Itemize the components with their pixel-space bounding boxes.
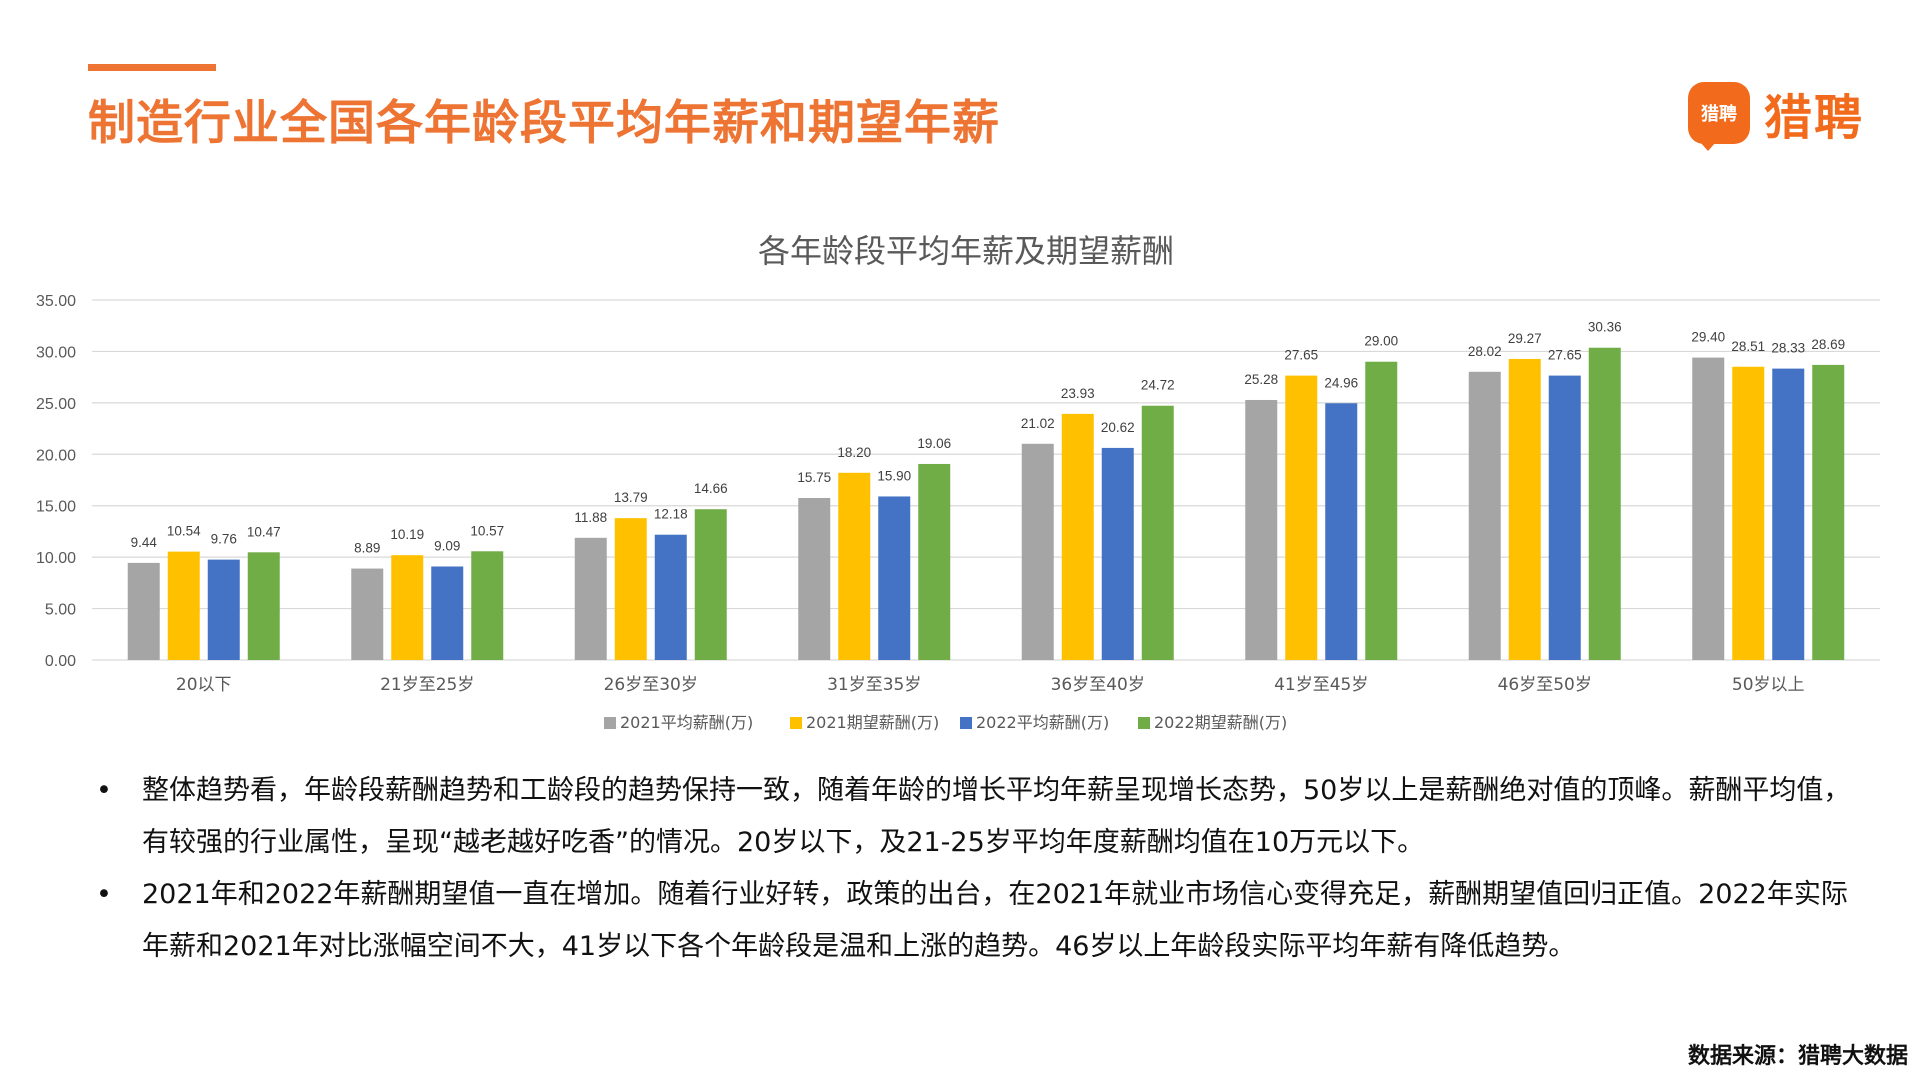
data-label: 18.20: [837, 445, 871, 460]
y-tick-label: 10.00: [36, 550, 76, 567]
bar: [167, 551, 200, 660]
liepin-logo: 猎聘 猎聘: [1688, 78, 1865, 151]
bar: [1812, 364, 1845, 660]
bar: [878, 496, 911, 660]
legend-label: 2021期望薪酬(万): [806, 713, 939, 732]
bar: [1245, 399, 1278, 660]
bar: [127, 562, 160, 660]
data-label: 23.93: [1061, 386, 1095, 401]
bullet-item: 整体趋势看，年龄段薪酬趋势和工龄段的趋势保持一致，随着年龄的增长平均年薪呈现增长…: [96, 765, 1856, 869]
data-label: 27.65: [1284, 348, 1318, 363]
bar: [1061, 413, 1094, 660]
data-label: 10.54: [167, 524, 201, 539]
legend-swatch: [790, 717, 802, 729]
data-label: 8.89: [354, 541, 380, 556]
bar: [391, 555, 424, 660]
data-label: 20.62: [1101, 420, 1135, 435]
x-tick-label: 26岁至30岁: [604, 675, 698, 695]
x-tick-label: 21岁至25岁: [380, 675, 474, 695]
data-label: 25.28: [1244, 372, 1278, 387]
bar: [1508, 358, 1541, 660]
legend-label: 2022平均薪酬(万): [976, 713, 1109, 732]
y-tick-label: 0.00: [45, 653, 76, 670]
y-tick-label: 5.00: [45, 602, 76, 619]
bar: [471, 551, 504, 660]
data-label: 28.02: [1468, 344, 1502, 359]
bar: [694, 509, 727, 660]
x-tick-label: 31岁至35岁: [827, 675, 921, 695]
page-title: 制造行业全国各年龄段平均年薪和期望年薪: [88, 96, 1000, 151]
bar: [431, 566, 464, 660]
bar: [1325, 403, 1358, 660]
data-label: 10.57: [470, 523, 504, 538]
legend-label: 2022期望薪酬(万): [1154, 713, 1287, 732]
bar: [918, 463, 951, 660]
bar: [654, 534, 687, 660]
bar: [207, 559, 240, 660]
data-label: 28.51: [1731, 339, 1765, 354]
x-tick-label: 50岁以上: [1732, 675, 1805, 695]
bar-chart: 各年龄段平均年薪及期望薪酬 0.00 5.00 10.00 15.00 20.00 25.0…: [36, 232, 1880, 732]
bullet-item: 2021年和2022年薪酬期望值一直在增加。随着行业好转，政策的出台，在2021…: [96, 869, 1856, 973]
data-label: 24.96: [1324, 375, 1358, 390]
data-label: 12.18: [654, 507, 688, 522]
data-label: 27.65: [1548, 348, 1582, 363]
data-label: 29.00: [1364, 334, 1398, 349]
analysis-bullets: 整体趋势看，年龄段薪酬趋势和工龄段的趋势保持一致，随着年龄的增长平均年薪呈现增长…: [96, 765, 1856, 973]
data-label: 10.19: [390, 527, 424, 542]
bar: [1468, 371, 1501, 660]
data-label: 9.76: [211, 532, 237, 547]
data-label: 10.47: [247, 524, 281, 539]
bar: [574, 537, 607, 660]
data-label: 29.27: [1508, 331, 1542, 346]
x-tick-label: 41岁至45岁: [1274, 675, 1368, 695]
title-accent-bar: [88, 64, 216, 71]
bar: [614, 518, 647, 660]
data-source: 数据来源：猎聘大数据: [1687, 1043, 1908, 1069]
bar: [351, 568, 384, 660]
data-label: 21.02: [1021, 416, 1055, 431]
legend-swatch: [960, 717, 972, 729]
data-label: 15.90: [877, 468, 911, 483]
bar: [1365, 361, 1398, 660]
y-tick-label: 25.00: [36, 396, 76, 413]
legend-swatch: [604, 717, 616, 729]
logo-text: 猎聘: [1764, 90, 1865, 146]
chart-title: 各年龄段平均年薪及期望薪酬: [758, 232, 1174, 270]
data-label: 14.66: [694, 481, 728, 496]
data-label: 15.75: [797, 470, 831, 485]
bar: [247, 552, 280, 660]
bar: [1021, 443, 1054, 660]
bar: [1692, 357, 1725, 660]
y-tick-label: 35.00: [36, 293, 76, 310]
bar: [1141, 405, 1174, 660]
bar: [1588, 347, 1621, 660]
data-label: 9.09: [434, 539, 460, 554]
logo-badge: 猎聘: [1688, 82, 1750, 151]
data-label: 19.06: [917, 436, 951, 451]
legend-label: 2021平均薪酬(万): [620, 713, 753, 732]
bar: [838, 472, 871, 660]
y-tick-label: 15.00: [36, 499, 76, 516]
data-label: 13.79: [614, 490, 648, 505]
y-tick-label: 30.00: [36, 344, 76, 361]
x-tick-label: 20以下: [176, 675, 232, 695]
data-label: 11.88: [574, 510, 607, 525]
bar: [1548, 375, 1581, 660]
bar: [1732, 366, 1765, 660]
data-label: 24.72: [1141, 378, 1175, 393]
data-label: 30.36: [1588, 320, 1622, 335]
y-tick-label: 20.00: [36, 447, 76, 464]
data-label: 29.40: [1691, 330, 1725, 345]
x-tick-label: 36岁至40岁: [1051, 675, 1145, 695]
data-label: 28.69: [1811, 337, 1845, 352]
data-label: 28.33: [1771, 341, 1805, 356]
bar: [798, 498, 831, 660]
bar: [1772, 368, 1805, 660]
data-label: 9.44: [131, 535, 158, 550]
bar: [1285, 375, 1318, 660]
bar: [1101, 447, 1134, 660]
legend-swatch: [1138, 717, 1150, 729]
x-tick-label: 46岁至50岁: [1498, 675, 1592, 695]
